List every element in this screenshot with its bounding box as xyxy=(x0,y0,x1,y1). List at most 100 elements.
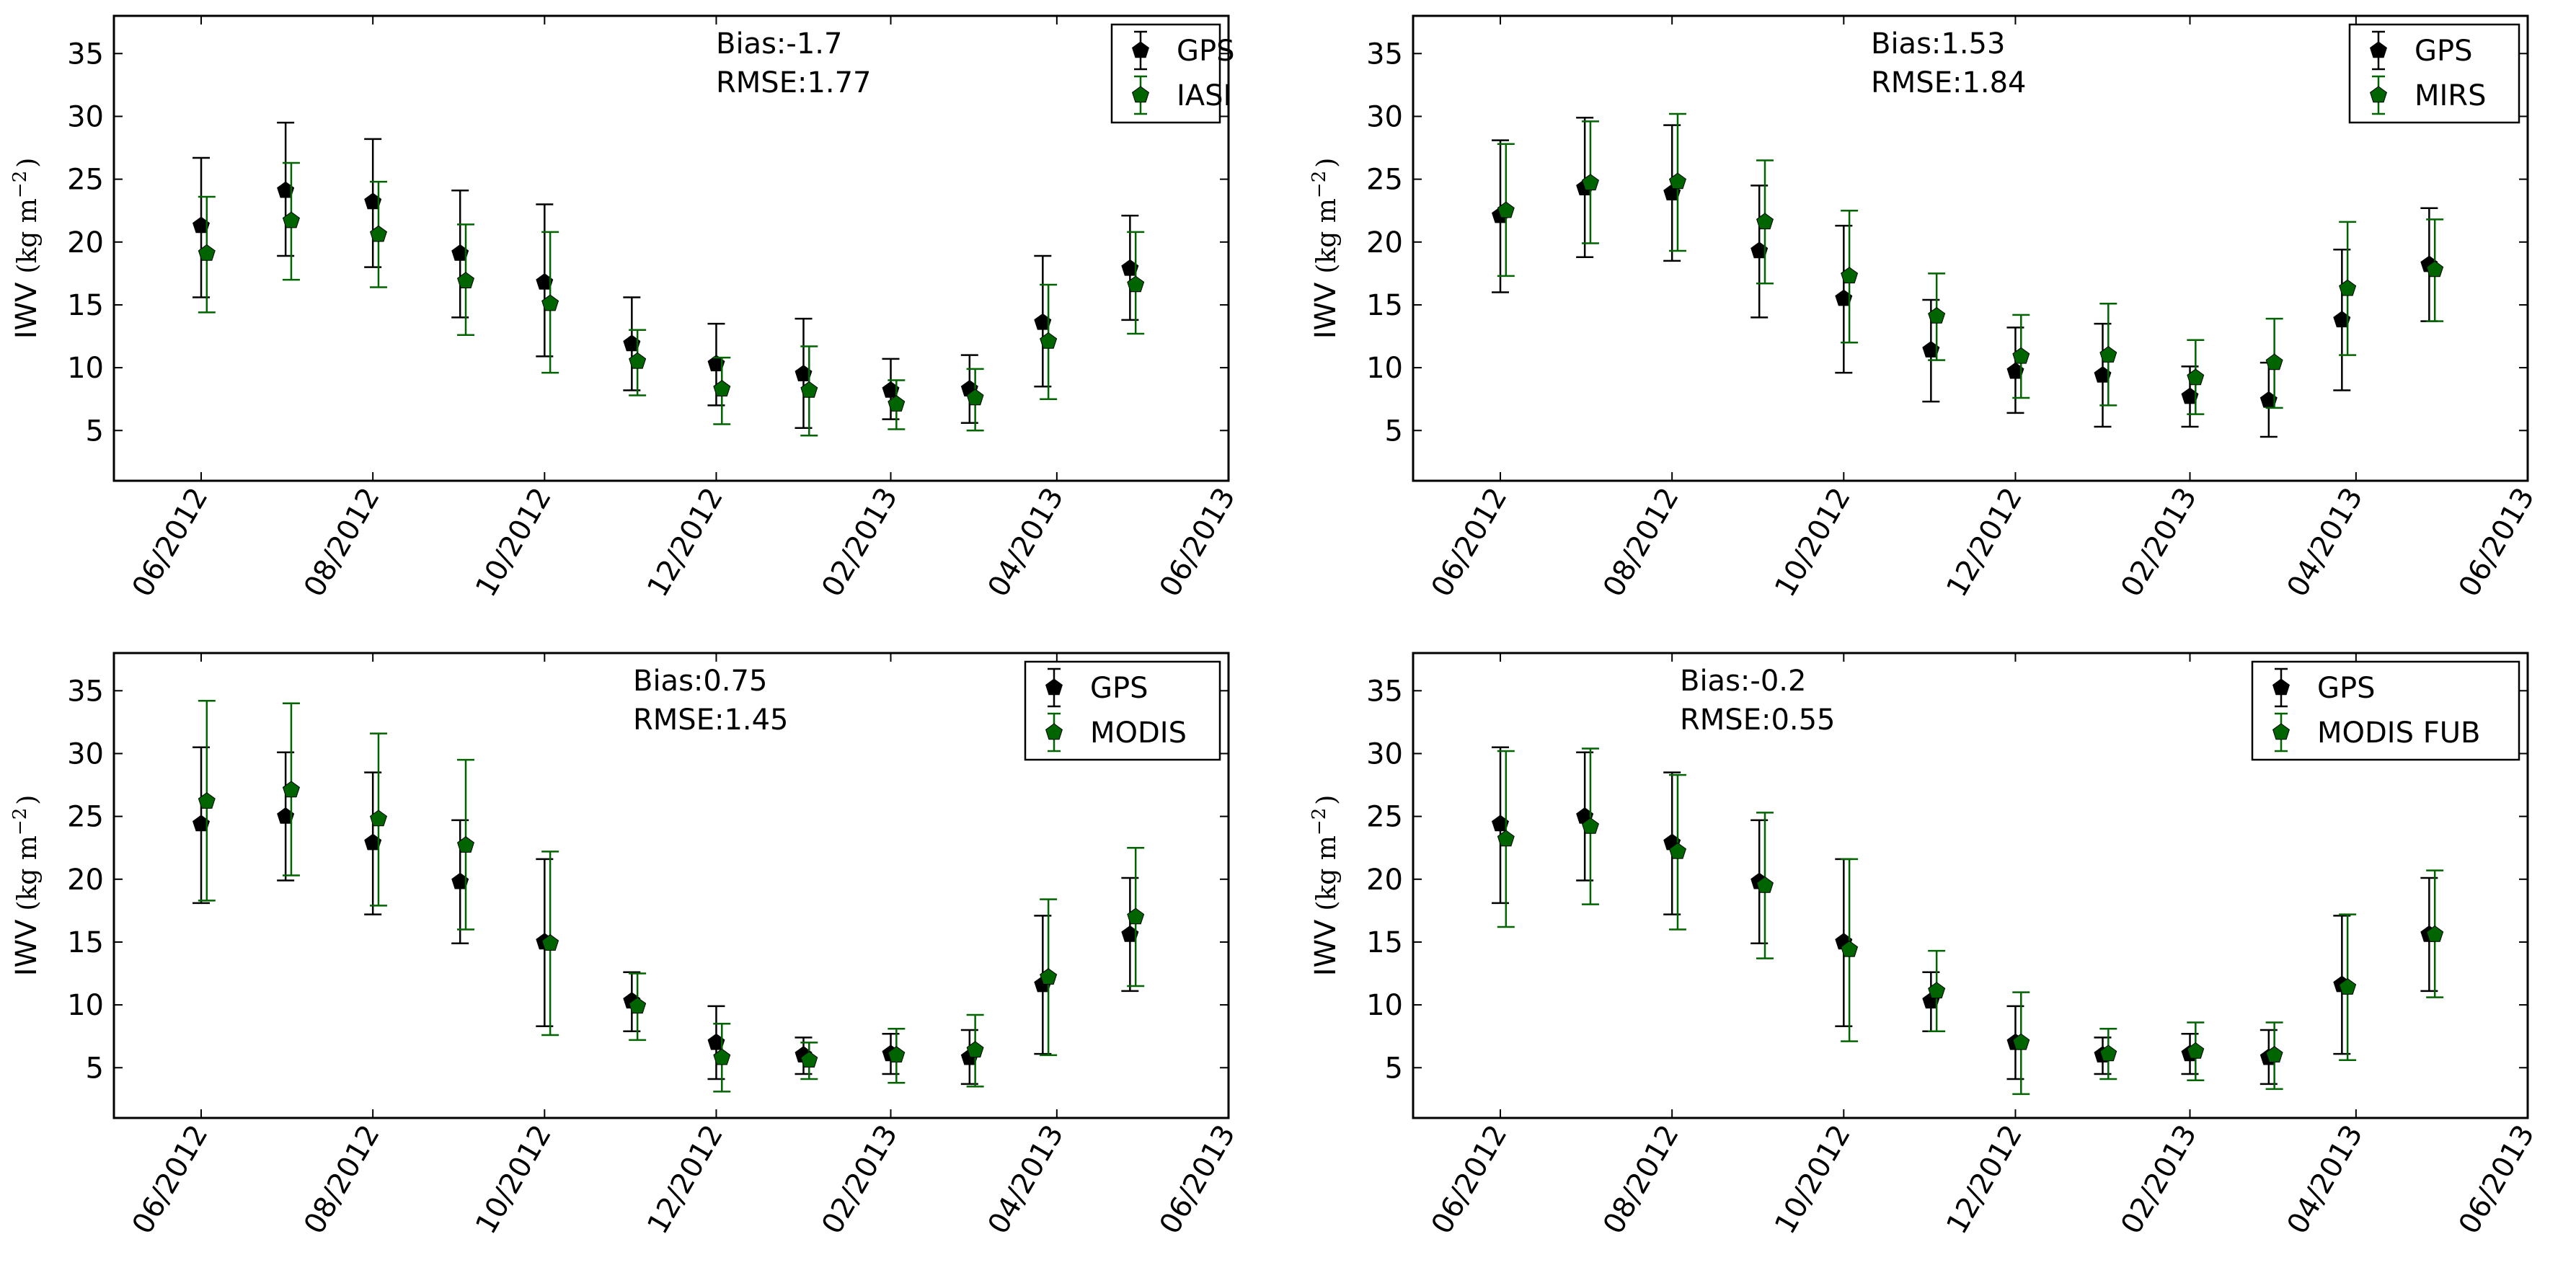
y-tick-label: 15 xyxy=(1366,926,1403,959)
x-tick-label: 06/2012 xyxy=(1425,1119,1514,1240)
x-tick-label: 06/2013 xyxy=(1154,482,1242,603)
y-tick-label: 5 xyxy=(86,1052,104,1085)
y-tick-label: 25 xyxy=(1366,801,1403,834)
data-point xyxy=(1841,940,1859,957)
data-point xyxy=(370,809,387,827)
legend-marker xyxy=(1132,41,1149,58)
x-tick-label: 02/2013 xyxy=(815,1119,904,1240)
bias-annotation: Bias:-0.2 xyxy=(1680,665,1806,698)
legend-label: MODIS xyxy=(1090,716,1187,750)
legend: GPS IASI xyxy=(1110,23,1235,124)
data-point xyxy=(1492,815,1509,832)
x-tick-label: 06/2012 xyxy=(126,482,215,603)
data-point xyxy=(2099,1044,2117,1062)
data-point xyxy=(1928,982,1946,999)
data-point xyxy=(629,997,647,1014)
data-point xyxy=(364,833,382,851)
y-axis-label: IWV (kg m−2) xyxy=(1309,158,1342,339)
legend-box xyxy=(1110,23,1221,124)
data-point xyxy=(2265,1046,2283,1062)
series-gps xyxy=(192,746,1139,1086)
x-tick-label: 08/2012 xyxy=(298,482,386,603)
y-axis-label-unit: (kg m xyxy=(1312,835,1342,910)
data-point xyxy=(541,934,559,951)
bias-annotation: Bias:0.75 xyxy=(633,665,767,698)
x-tick-label: 10/2012 xyxy=(1769,1119,1857,1240)
y-axis-label-unit: (kg m xyxy=(1312,198,1342,273)
data-point xyxy=(2012,347,2030,364)
y-axis-label: IWV (kg m−2) xyxy=(9,158,43,339)
data-point xyxy=(966,389,984,406)
data-point xyxy=(1040,332,1058,349)
bias-annotation: Bias:1.53 xyxy=(1871,27,2005,61)
x-tick-label: 12/2012 xyxy=(1940,1119,2029,1240)
data-point xyxy=(370,225,387,242)
rmse-annotation: RMSE:1.77 xyxy=(716,66,872,99)
x-tick-label: 12/2012 xyxy=(1940,482,2029,603)
data-point xyxy=(800,381,818,398)
data-point xyxy=(2099,346,2117,363)
y-tick-label: 10 xyxy=(67,989,104,1022)
data-point xyxy=(2426,260,2444,278)
series-mirs xyxy=(1497,112,2444,415)
x-tick-label: 08/2012 xyxy=(298,1119,386,1240)
legend-marker xyxy=(1132,86,1149,103)
plot-frame xyxy=(1412,652,2529,1119)
data-point xyxy=(364,192,382,210)
data-point xyxy=(2181,387,2199,404)
legend-marker xyxy=(1045,678,1063,696)
data-point xyxy=(1121,259,1139,276)
legend-label: GPS xyxy=(2415,35,2473,68)
series-modis-fub xyxy=(1497,747,2444,1096)
x-tick-label: 04/2013 xyxy=(2281,1119,2370,1240)
y-axis-label: IWV (kg m−2) xyxy=(9,795,43,977)
y-tick-label: 5 xyxy=(1385,414,1403,448)
legend-marker xyxy=(2370,86,2387,103)
y-axis-label-close: ) xyxy=(13,795,43,805)
y-tick-label: 30 xyxy=(1366,737,1403,771)
legend-label: MODIS FUB xyxy=(2317,716,2480,750)
y-axis-label-unit: (kg m xyxy=(13,198,43,273)
y-tick-label: 30 xyxy=(67,100,104,133)
data-point xyxy=(1034,313,1052,330)
rmse-annotation: RMSE:1.84 xyxy=(1871,66,2027,99)
data-point xyxy=(1928,306,1946,324)
data-point xyxy=(451,244,469,261)
y-axis-label-exponent: −2 xyxy=(9,171,31,198)
x-tick-label: 06/2013 xyxy=(1154,1119,1242,1240)
data-point xyxy=(457,272,474,288)
x-tick-label: 12/2012 xyxy=(641,482,730,603)
y-axis-label-exponent: −2 xyxy=(9,808,31,835)
legend-label: GPS xyxy=(1177,35,1235,68)
y-tick-label: 35 xyxy=(1366,37,1403,71)
data-point xyxy=(282,781,300,798)
y-tick-label: 25 xyxy=(67,801,104,834)
data-point xyxy=(1581,174,1599,191)
y-tick-label: 10 xyxy=(1366,352,1403,385)
legend-label: MIRS xyxy=(2415,79,2487,112)
legend: GPS MODIS xyxy=(1024,660,1221,761)
x-tick-label: 06/2013 xyxy=(2453,482,2541,603)
data-point xyxy=(2012,1033,2030,1050)
data-point xyxy=(888,395,906,412)
data-point xyxy=(800,1051,818,1068)
y-tick-label: 10 xyxy=(67,352,104,385)
data-point xyxy=(2187,1042,2205,1059)
series-iasi xyxy=(198,161,1145,437)
legend-label: GPS xyxy=(1090,672,1148,705)
y-tick-label: 35 xyxy=(1366,675,1403,708)
y-tick-label: 30 xyxy=(1366,100,1403,133)
y-tick-label: 5 xyxy=(1385,1052,1403,1085)
bias-annotation: Bias:-1.7 xyxy=(716,27,842,61)
x-tick-label: 04/2013 xyxy=(982,482,1071,603)
legend-marker xyxy=(2272,723,2290,740)
y-tick-label: 20 xyxy=(67,864,104,897)
y-tick-label: 30 xyxy=(67,737,104,771)
chart-panel-4: 5 10 15 20 25 30 35 06/2012 08/2012 10/2012 12/201… xyxy=(1309,652,2541,1240)
data-point xyxy=(2339,279,2357,296)
data-point xyxy=(2094,365,2112,383)
y-tick-label: 20 xyxy=(1366,226,1403,259)
plot-frame xyxy=(1412,14,2529,482)
data-point xyxy=(1127,275,1145,293)
